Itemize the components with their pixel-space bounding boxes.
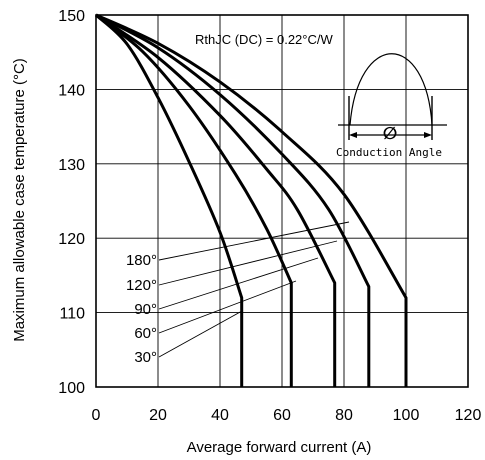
x-tick-label: 40 (211, 407, 229, 424)
leader-180deg (158, 221, 350, 261)
x-tick-label: 60 (273, 407, 291, 424)
leader-120deg (158, 240, 338, 286)
x-tick-label: 80 (335, 407, 353, 424)
y-tick-label: 120 (58, 231, 85, 248)
x-tick-label: 0 (92, 407, 101, 424)
x-axis-title: Average forward current (A) (187, 439, 372, 456)
y-tick-label: 150 (58, 8, 85, 25)
curve-label-120deg: 120° (126, 277, 157, 294)
curve-labels: 180° 120° 90° 60° 30° (126, 252, 157, 366)
curve-180deg (95, 13, 408, 387)
curve-120deg (95, 13, 371, 387)
curves (94, 13, 408, 387)
curve-label-60deg: 60° (134, 325, 157, 342)
curve-30deg (94, 13, 244, 387)
curve-60deg (95, 13, 293, 387)
inset-angle-symbol: ∅ (383, 124, 398, 143)
plot-frame (95, 14, 469, 388)
y-tick-label: 110 (59, 306, 85, 323)
curve-label-180deg: 180° (126, 252, 157, 269)
x-tick-label: 120 (455, 407, 482, 424)
y-tick-labels: 100 110 120 130 140 150 (58, 8, 85, 397)
leader-90deg (158, 257, 319, 310)
inset-waveform (349, 53, 433, 126)
curve-label-90deg: 90° (134, 301, 157, 318)
inset-caption: Conduction Angle (336, 146, 442, 159)
conduction-angle-inset: ∅ Conduction Angle (336, 53, 447, 159)
x-tick-label: 20 (149, 407, 167, 424)
y-axis-title: Maximum allowable case temperature (°C) (11, 58, 28, 342)
y-tick-label: 140 (58, 82, 85, 99)
y-tick-label: 100 (58, 380, 85, 397)
leader-60deg (158, 280, 297, 334)
curve-leaders (158, 221, 350, 358)
y-tick-label: 130 (58, 157, 85, 174)
leader-30deg (158, 310, 243, 358)
inset-arrowhead-right (424, 132, 432, 138)
x-tick-labels: 0 20 40 60 80 100 120 (92, 407, 482, 424)
curve-label-30deg: 30° (134, 349, 157, 366)
inset-arrowhead-left (349, 132, 357, 138)
x-tick-label: 100 (393, 407, 420, 424)
thermal-resistance-annotation: RthJC (DC) = 0.22°C/W (195, 32, 333, 47)
curve-90deg (95, 13, 337, 387)
